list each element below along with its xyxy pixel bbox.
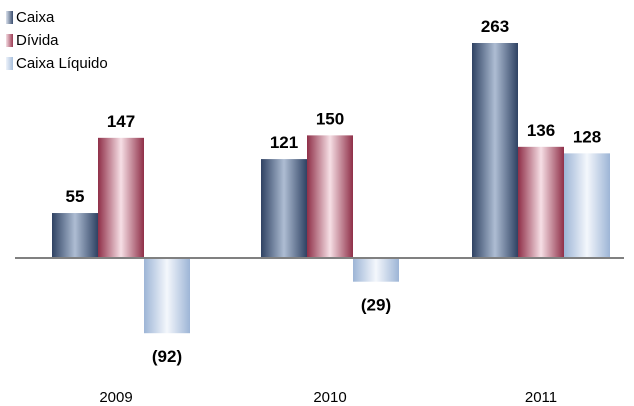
data-label-dívida-2009: 147: [107, 112, 135, 131]
legend-label-caixa-liquido: Caixa Líquido: [16, 55, 108, 72]
data-label-dívida-2011: 136: [527, 121, 555, 140]
bar-caixa-2009: [52, 213, 98, 258]
bar-dívida-2011: [518, 146, 564, 258]
bar-caixa-2011: [472, 42, 518, 259]
category-label-2011: 2011: [525, 389, 557, 406]
category-label-2010: 2010: [313, 389, 346, 406]
data-label-caixa-líquido-2010: (29): [361, 296, 391, 315]
labels-layer: 55 121 263 147 150 136 (92) (29) 128 2009 2010 2011: [66, 17, 602, 406]
data-label-caixa-líquido-2011: 128: [573, 127, 601, 146]
legend-item-caixa-liquido: Caixa Líquido: [6, 52, 108, 75]
legend-swatch-divida: [6, 34, 13, 47]
bar-caixa-líquido-2011: [564, 153, 610, 258]
category-label-2009: 2009: [99, 389, 132, 406]
bar-dívida-2009: [98, 137, 144, 258]
bar-caixa-líquido-2010: [353, 258, 399, 282]
bars-layer: [52, 42, 610, 334]
legend: Caixa Dívida Caixa Líquido: [6, 6, 108, 75]
legend-swatch-caixa-liquido: [6, 57, 13, 70]
legend-item-caixa: Caixa: [6, 6, 108, 29]
legend-swatch-caixa: [6, 11, 13, 24]
bar-caixa-líquido-2009: [144, 258, 190, 334]
bar-caixa-2010: [261, 159, 307, 258]
data-label-caixa-líquido-2009: (92): [152, 347, 182, 366]
data-label-caixa-2009: 55: [66, 187, 85, 206]
data-label-dívida-2010: 150: [316, 109, 344, 128]
legend-label-caixa: Caixa: [16, 9, 55, 26]
data-label-caixa-2010: 121: [270, 133, 298, 152]
data-label-caixa-2011: 263: [481, 17, 509, 36]
legend-item-divida: Dívida: [6, 29, 108, 52]
legend-label-divida: Dívida: [16, 32, 59, 49]
bar-dívida-2010: [307, 135, 353, 258]
